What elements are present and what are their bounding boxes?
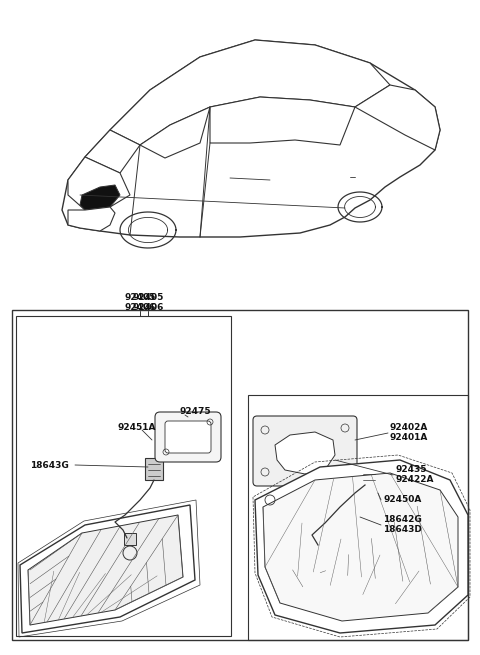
Text: 92422A: 92422A	[395, 476, 433, 485]
FancyBboxPatch shape	[165, 421, 211, 453]
Polygon shape	[124, 533, 136, 545]
Polygon shape	[355, 85, 440, 150]
Polygon shape	[68, 157, 130, 210]
Text: 92405: 92405	[124, 293, 156, 301]
Text: 92406: 92406	[124, 303, 156, 312]
Text: 92450A: 92450A	[383, 495, 421, 504]
Polygon shape	[145, 458, 163, 480]
Polygon shape	[68, 207, 115, 231]
Polygon shape	[263, 473, 458, 621]
Text: 92401A: 92401A	[390, 432, 428, 441]
Text: 18642G: 18642G	[383, 515, 422, 525]
Text: 92402A: 92402A	[390, 422, 428, 432]
Polygon shape	[62, 40, 440, 237]
Text: 92475: 92475	[180, 407, 212, 417]
Polygon shape	[255, 460, 468, 633]
Polygon shape	[28, 515, 183, 625]
Polygon shape	[360, 467, 378, 485]
Bar	[248, 395, 468, 640]
Text: 92405: 92405	[132, 293, 164, 301]
FancyBboxPatch shape	[155, 412, 221, 462]
FancyBboxPatch shape	[253, 416, 357, 486]
Polygon shape	[20, 505, 195, 633]
Text: 92406: 92406	[132, 303, 164, 312]
Text: 18643D: 18643D	[383, 525, 422, 534]
Polygon shape	[210, 97, 355, 145]
Polygon shape	[80, 185, 120, 210]
Polygon shape	[275, 432, 335, 474]
Polygon shape	[85, 130, 140, 173]
Polygon shape	[110, 40, 390, 145]
Text: 92451A: 92451A	[118, 422, 156, 432]
Bar	[16, 316, 231, 636]
Bar	[12, 310, 468, 640]
Polygon shape	[314, 541, 326, 553]
Text: 18643G: 18643G	[30, 460, 69, 470]
Polygon shape	[140, 107, 210, 158]
Text: 92435: 92435	[395, 466, 427, 474]
